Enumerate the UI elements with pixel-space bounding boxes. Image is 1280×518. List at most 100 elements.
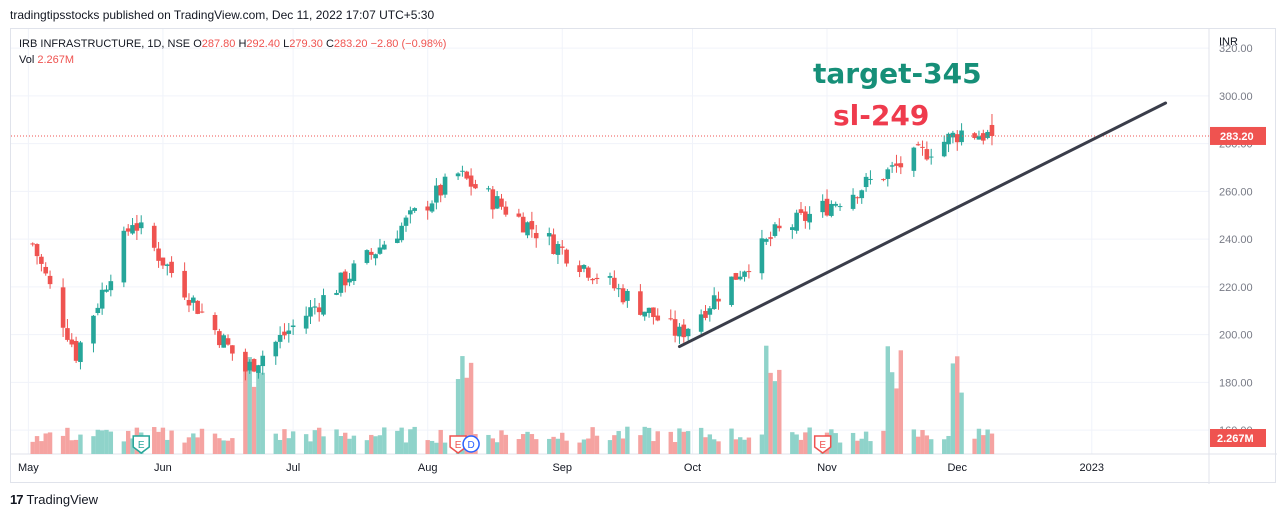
- candle-body: [364, 250, 370, 263]
- volume-bar: [863, 431, 869, 454]
- candle-body: [980, 133, 986, 141]
- legend-part: −2.80 (−0.98%): [371, 38, 447, 50]
- candle-body: [338, 272, 344, 293]
- volume-bar: [464, 377, 469, 454]
- volume-bar: [955, 356, 960, 454]
- volume-bar: [247, 357, 252, 454]
- volume-bar: [677, 428, 682, 454]
- volume-bar: [156, 431, 161, 454]
- candle-body: [277, 334, 283, 342]
- volume-bar: [950, 363, 956, 454]
- volume-bar: [182, 442, 187, 454]
- volume-bar: [455, 379, 461, 454]
- candle-body: [434, 185, 439, 203]
- volume-bar: [703, 437, 708, 454]
- volume-bar: [338, 436, 344, 454]
- volume-bar: [560, 432, 565, 454]
- candle-body: [607, 276, 613, 278]
- candle-body: [65, 328, 70, 340]
- candle-body: [169, 261, 174, 274]
- volume-bar: [668, 431, 673, 454]
- earnings-event-icon[interactable]: [813, 435, 832, 454]
- volume-bar: [334, 429, 339, 454]
- candle-body: [164, 264, 170, 266]
- candle-body: [73, 340, 79, 361]
- candle-body: [186, 299, 192, 306]
- candle-body: [807, 213, 812, 223]
- candle-body: [703, 310, 708, 318]
- volume-bar: [798, 439, 804, 454]
- volume-bar: [165, 439, 170, 454]
- volume-bar: [43, 433, 48, 454]
- volume-bar: [60, 435, 66, 454]
- volume-bar: [520, 434, 526, 454]
- volume-bar: [95, 429, 101, 454]
- candle-body: [829, 203, 834, 216]
- volume-bar: [607, 440, 613, 454]
- candle-body: [377, 247, 383, 254]
- volume-bar: [655, 431, 660, 454]
- y-tick-label: 240.00: [1219, 234, 1253, 246]
- candle-body: [546, 233, 552, 237]
- candle-body: [78, 342, 83, 363]
- volume-bar: [620, 438, 626, 454]
- volume-bar: [217, 438, 222, 454]
- candle-body: [859, 190, 865, 199]
- trendline[interactable]: [677, 101, 1168, 349]
- candle-body: [759, 238, 765, 274]
- candle-body: [125, 228, 131, 232]
- volume-bar: [169, 430, 174, 454]
- volume-bar: [343, 432, 348, 454]
- last-volume-label: 2.267M: [1217, 433, 1254, 445]
- volume-bar: [351, 435, 357, 454]
- volume-bar: [108, 431, 114, 454]
- volume-bar: [885, 346, 890, 454]
- candle-body: [99, 289, 105, 309]
- volume-bar: [425, 440, 430, 454]
- volume-bar: [69, 440, 74, 454]
- candle-body: [820, 200, 825, 213]
- volume-bar: [403, 442, 409, 454]
- chart-area[interactable]: INR160.00180.00200.00220.00240.00260.002…: [10, 28, 1277, 484]
- earnings-event-icon[interactable]: [132, 435, 150, 454]
- candle-body: [438, 184, 444, 196]
- candle-body: [256, 365, 261, 373]
- volume-bar: [711, 439, 717, 454]
- candle-body: [612, 277, 617, 289]
- x-tick-label: Sep: [552, 462, 572, 474]
- candle-body: [711, 295, 717, 310]
- event-letter: E: [138, 440, 145, 451]
- volume-bar: [91, 436, 96, 454]
- candle-body: [247, 361, 253, 371]
- volume-bar: [707, 434, 713, 454]
- volume-bar: [642, 426, 647, 454]
- candle-body: [985, 131, 990, 138]
- candle-body: [494, 196, 500, 209]
- volume-bar: [646, 427, 652, 454]
- event-letter: D: [467, 440, 474, 451]
- volume-bar: [243, 358, 248, 454]
- earnings-event-icon[interactable]: [449, 435, 467, 454]
- candlestick-chart[interactable]: INR160.00180.00200.00220.00240.00260.002…: [11, 29, 1277, 484]
- volume-bar: [429, 440, 435, 454]
- volume-bar: [199, 428, 205, 454]
- candle-body: [395, 238, 400, 243]
- volume-bar: [125, 430, 131, 454]
- legend-part: L: [283, 38, 289, 50]
- volume-bar: [833, 433, 838, 454]
- candle-body: [824, 198, 830, 216]
- candle-body: [134, 223, 140, 231]
- candle-body: [698, 314, 704, 332]
- candle-body: [516, 213, 522, 217]
- volume-bar: [920, 430, 925, 454]
- dividend-event-icon[interactable]: [462, 435, 480, 453]
- candle-body: [894, 163, 899, 166]
- x-tick-label: May: [18, 462, 39, 474]
- volume-bar: [503, 434, 509, 454]
- candle-body: [616, 288, 621, 290]
- volume-bar: [898, 350, 904, 454]
- x-tick-label: Dec: [947, 462, 967, 474]
- candle-body: [30, 243, 36, 245]
- volume-bar: [47, 432, 53, 454]
- volume-bar: [316, 427, 322, 454]
